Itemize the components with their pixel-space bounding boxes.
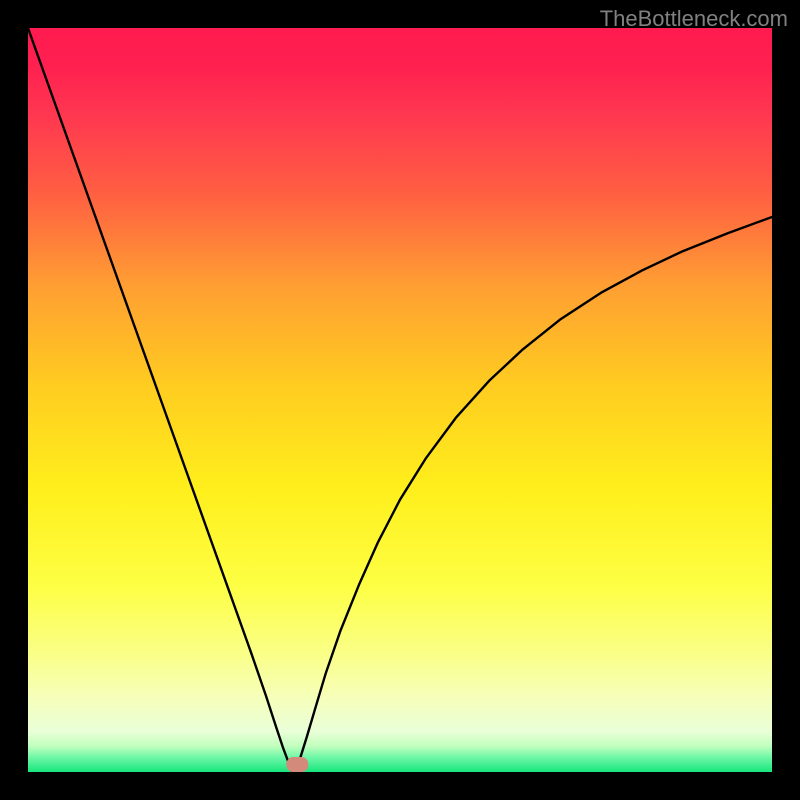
minimum-marker [286,757,308,772]
watermark-label: TheBottleneck.com [600,6,788,32]
plot-area [28,28,772,772]
chart-frame: TheBottleneck.com [0,0,800,800]
plot-svg [28,28,772,772]
gradient-background [28,28,772,772]
